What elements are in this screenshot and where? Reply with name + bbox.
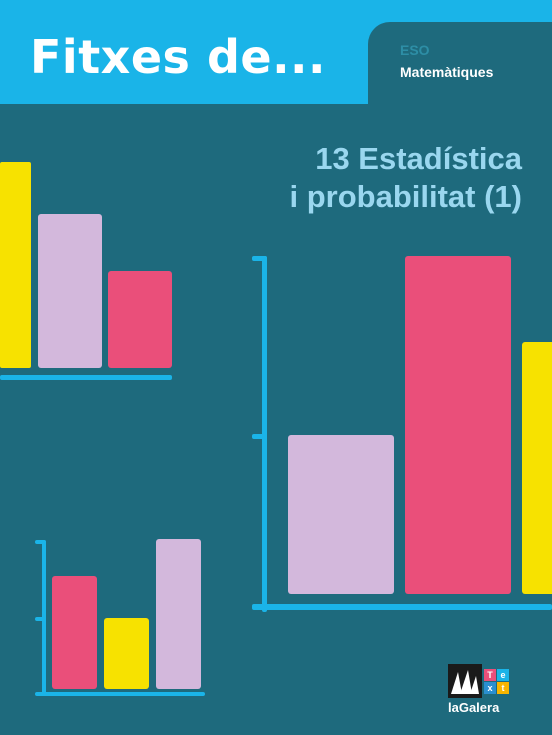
- chart2-x-axis: [252, 604, 552, 610]
- chart2-tick-mid: [252, 434, 267, 439]
- chart2-bar-pink: [405, 256, 511, 594]
- series-title: Fitxes de...: [30, 30, 326, 84]
- book-title: 13 Estadística i probabilitat (1): [290, 140, 523, 216]
- chart1-bar-yellow: [0, 162, 31, 368]
- publisher-name: laGalera: [448, 700, 500, 715]
- logo-letter-3: x: [484, 682, 496, 694]
- publisher-logo: T e x t laGalera: [448, 664, 528, 715]
- chart3-tick-mid: [35, 617, 46, 621]
- chart1-bar-lilac: [38, 214, 102, 368]
- banner-tab: [0, 0, 368, 104]
- level-label: ESO: [400, 42, 430, 58]
- chart3-x-axis: [35, 692, 205, 696]
- banner-notch: [368, 22, 552, 112]
- book-title-line-2: i probabilitat (1): [289, 179, 523, 214]
- chart2-bar-lilac: [288, 435, 394, 594]
- logo-letter-1: T: [484, 669, 496, 681]
- chart1-bar-pink: [108, 271, 172, 368]
- chart1-x-axis: [0, 375, 172, 380]
- chart3-bar-pink: [52, 576, 97, 689]
- chart3-bar-yellow: [104, 618, 149, 689]
- logo-letter-2: e: [497, 669, 509, 681]
- publisher-mark-icon: [448, 664, 482, 698]
- logo-letter-4: t: [497, 682, 509, 694]
- chart3-bar-lilac: [156, 539, 201, 689]
- chart3-tick-top: [35, 540, 46, 544]
- chart2-bar-yellow: [522, 342, 552, 594]
- book-title-line-1: 13 Estadística: [315, 141, 522, 176]
- chart2-tick-top: [252, 256, 267, 261]
- subject-label: Matemàtiques: [400, 64, 494, 80]
